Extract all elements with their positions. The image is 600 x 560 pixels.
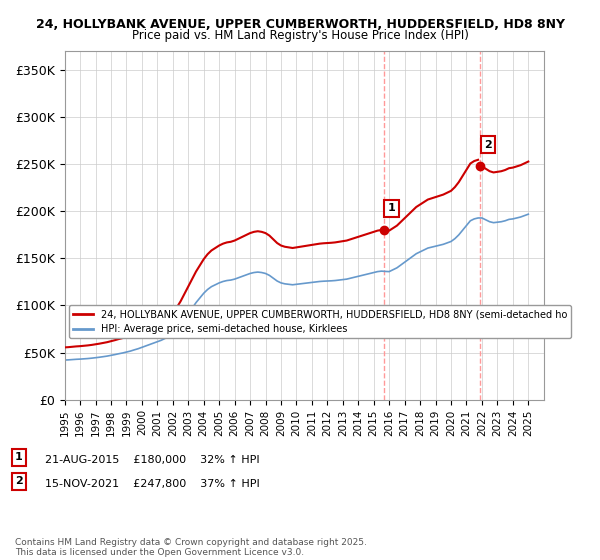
Text: 1: 1 <box>15 452 23 463</box>
Text: 15-NOV-2021    £247,800    37% ↑ HPI: 15-NOV-2021 £247,800 37% ↑ HPI <box>45 479 260 489</box>
Text: 21-AUG-2015    £180,000    32% ↑ HPI: 21-AUG-2015 £180,000 32% ↑ HPI <box>45 455 260 465</box>
Text: 1: 1 <box>388 203 395 213</box>
Text: 24, HOLLYBANK AVENUE, UPPER CUMBERWORTH, HUDDERSFIELD, HD8 8NY: 24, HOLLYBANK AVENUE, UPPER CUMBERWORTH,… <box>35 18 565 31</box>
Text: Price paid vs. HM Land Registry's House Price Index (HPI): Price paid vs. HM Land Registry's House … <box>131 29 469 42</box>
Text: Contains HM Land Registry data © Crown copyright and database right 2025.
This d: Contains HM Land Registry data © Crown c… <box>15 538 367 557</box>
Text: 2: 2 <box>15 477 23 487</box>
Text: 2: 2 <box>484 139 491 150</box>
Legend: 24, HOLLYBANK AVENUE, UPPER CUMBERWORTH, HUDDERSFIELD, HD8 8NY (semi-detached ho: 24, HOLLYBANK AVENUE, UPPER CUMBERWORTH,… <box>70 305 571 338</box>
